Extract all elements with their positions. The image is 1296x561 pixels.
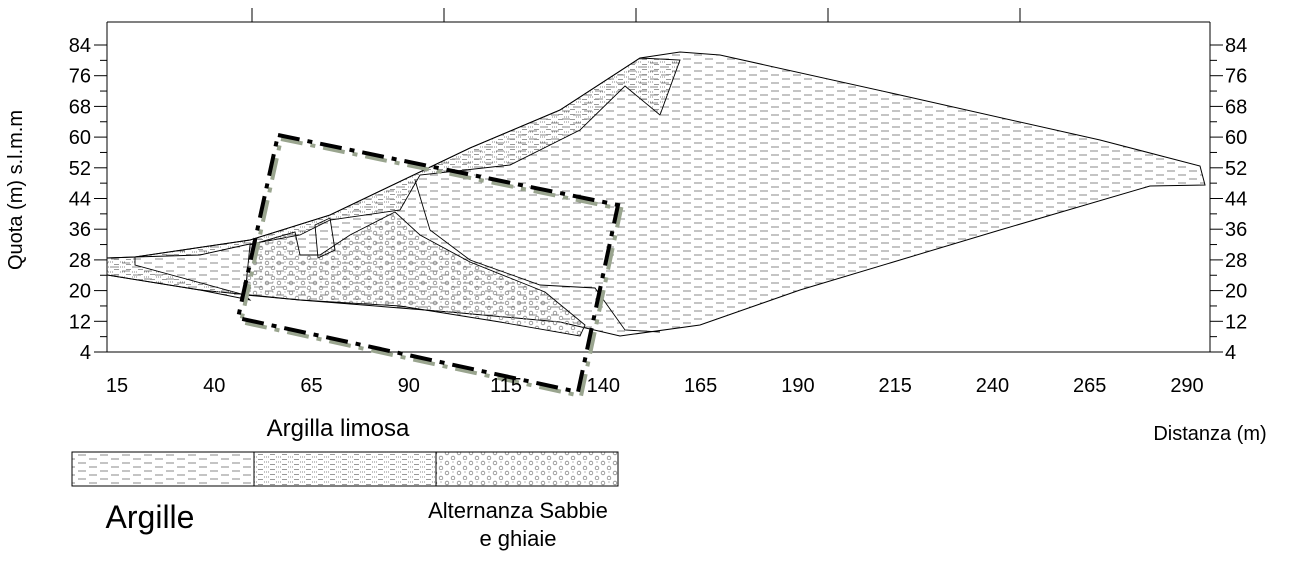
layers [107, 52, 1205, 336]
y-tick-label: 68 [69, 96, 91, 118]
y-tick-label: 12 [1225, 311, 1247, 333]
x-tick-label: 115 [490, 375, 522, 397]
legend-label: Argilla limosa [267, 415, 410, 442]
x-tick-label: 140 [587, 375, 620, 397]
x-tick-label: 265 [1073, 375, 1106, 397]
y-axis-label: Quota (m) s.l.m.m [5, 110, 27, 270]
legend-label: e ghiaie [479, 526, 556, 551]
x-tick-label: 65 [300, 375, 322, 397]
y-tick-label: 44 [1225, 189, 1247, 211]
x-tick-label: 240 [976, 375, 1009, 397]
x-tick-label: 40 [203, 375, 225, 397]
x-tick-label: 290 [1170, 375, 1203, 397]
x-tick-label: 215 [878, 375, 911, 397]
cross-section: 4412122020282836364444525260606868767684… [0, 0, 1296, 556]
y-tick-label: 20 [69, 281, 91, 303]
y-tick-label: 28 [1225, 250, 1247, 272]
y-tick-label: 76 [69, 66, 91, 88]
y-tick-label: 20 [1225, 281, 1247, 303]
y-tick-label: 12 [69, 311, 91, 333]
legend-swatch [254, 452, 436, 486]
legend-label: Alternanza Sabbie [428, 498, 608, 523]
x-tick-label: 90 [398, 375, 420, 397]
y-tick-label: 4 [1225, 342, 1236, 364]
y-tick-label: 36 [69, 219, 91, 241]
y-tick-label: 76 [1225, 66, 1247, 88]
y-tick-label: 36 [1225, 219, 1247, 241]
y-tick-label: 52 [69, 158, 91, 180]
legend-swatch [436, 452, 618, 486]
y-tick-label: 68 [1225, 96, 1247, 118]
y-tick-label: 60 [1225, 127, 1247, 149]
x-axis-label: Distanza (m) [1153, 423, 1266, 445]
x-tick-label: 190 [781, 375, 814, 397]
y-tick-label: 84 [1225, 35, 1247, 57]
y-tick-label: 44 [69, 189, 91, 211]
legend-swatch [72, 452, 254, 486]
x-tick-label: 15 [106, 375, 128, 397]
y-tick-label: 84 [69, 35, 91, 57]
legend-label: Argille [106, 499, 195, 535]
y-tick-label: 28 [69, 250, 91, 272]
y-tick-label: 60 [69, 127, 91, 149]
y-tick-label: 52 [1225, 158, 1247, 180]
legend [72, 452, 618, 486]
x-tick-label: 165 [684, 375, 717, 397]
y-tick-label: 4 [80, 342, 91, 364]
